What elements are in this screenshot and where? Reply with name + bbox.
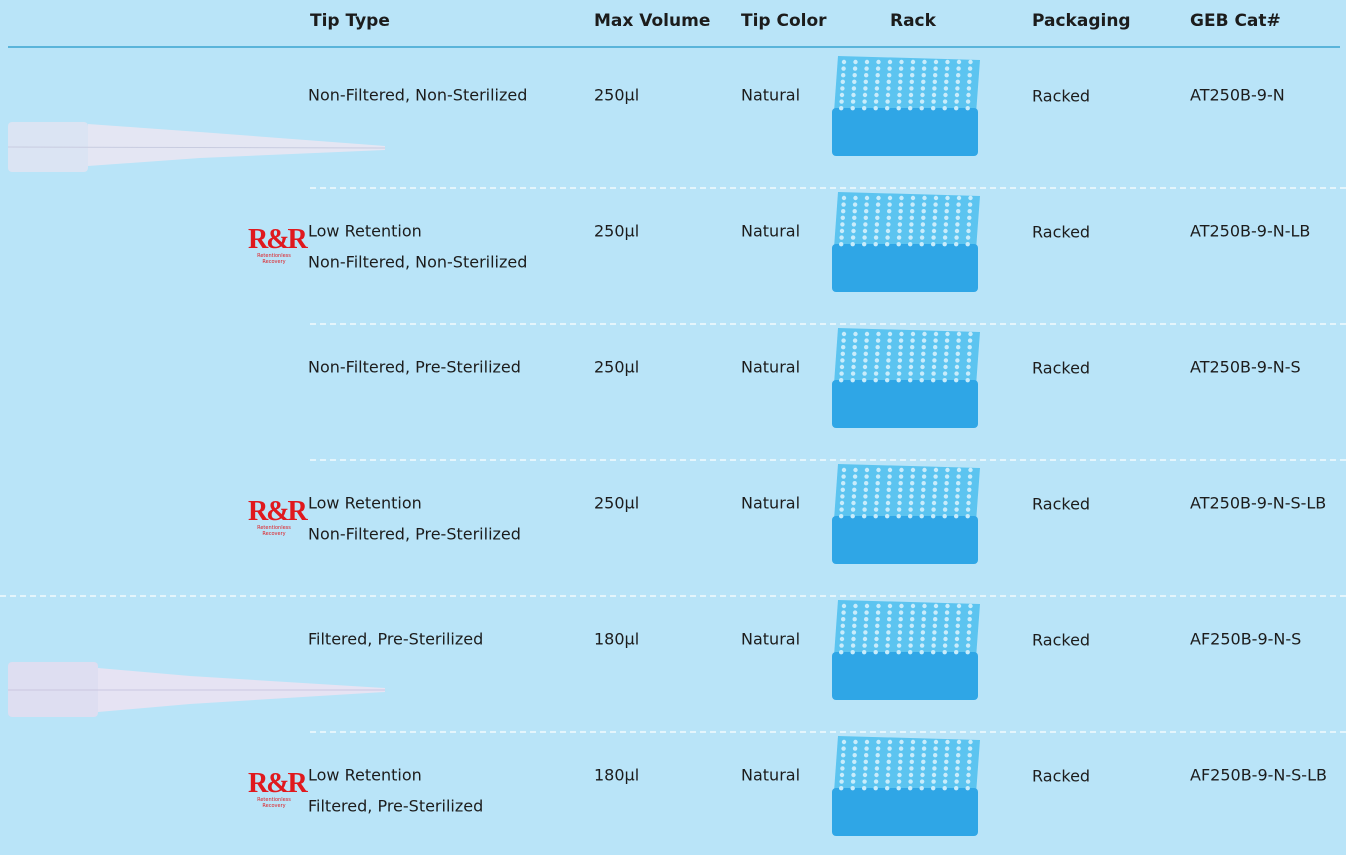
logo-mark: R&R [248,496,308,527]
packaging: Racked [1032,222,1091,242]
rack-image [832,464,980,564]
logo-caption: Retentionless Recovery [257,525,291,537]
column-header: Max Volume [594,11,711,31]
max-volume: 250µl [594,493,640,513]
tip-type: Filtered, Pre-Sterilized [308,796,484,816]
logo-mark: R&R [248,224,308,255]
packaging: Racked [1032,630,1091,650]
max-volume: 180µl [594,629,640,649]
logo: R&R Retentionless Recovery [248,768,308,810]
tip-color: Natural [741,357,801,377]
tip-color: Natural [741,493,801,513]
tip-type: Low Retention [308,765,422,785]
logo-caption: Retentionless Recovery [257,797,291,809]
rack-image [832,600,980,700]
tip-type: Filtered, Pre-Sterilized [308,629,484,649]
pipette-tip [8,662,385,717]
tip-type: Non-Filtered, Pre-Sterilized [308,357,521,377]
cat-number: AT250B-9-N-S [1190,357,1301,377]
tip-color: Natural [741,85,801,105]
max-volume: 250µl [594,221,640,241]
column-header: Rack [890,11,936,31]
rack-image [832,192,980,292]
column-header: Tip Type [310,11,390,31]
logo: R&R Retentionless Recovery [248,224,308,266]
tip-color: Natural [741,629,801,649]
cat-number: AF250B-9-N-S-LB [1190,765,1327,785]
packaging: Racked [1032,766,1091,786]
tip-type: Non-Filtered, Non-Sterilized [308,85,528,105]
cat-number: AT250B-9-N-S-LB [1190,493,1327,513]
tip-color: Natural [741,221,801,241]
packaging: Racked [1032,86,1091,106]
rack-image [832,328,980,428]
tip-type: Low Retention [308,221,422,241]
pipette-tip [7,122,386,172]
logo: R&R Retentionless Recovery [248,496,308,538]
tip-type: Non-Filtered, Non-Sterilized [308,252,528,272]
column-header: Tip Color [741,11,827,31]
tip-color: Natural [741,765,801,785]
rack-image [832,736,980,836]
column-header: GEB Cat# [1190,11,1281,31]
max-volume: 250µl [594,85,640,105]
cat-number: AT250B-9-N-LB [1190,221,1311,241]
tip-type: Low Retention [308,493,422,513]
logo-caption: Retentionless Recovery [257,253,291,265]
rack-image [832,56,980,156]
packaging: Racked [1032,494,1091,514]
tip-type: Non-Filtered, Pre-Sterilized [308,524,521,544]
cat-number: AT250B-9-N [1190,85,1285,105]
packaging: Racked [1032,358,1091,378]
max-volume: 180µl [594,765,640,785]
logo-mark: R&R [248,768,308,799]
cat-number: AF250B-9-N-S [1190,629,1302,649]
column-header: Packaging [1032,11,1131,31]
max-volume: 250µl [594,357,640,377]
